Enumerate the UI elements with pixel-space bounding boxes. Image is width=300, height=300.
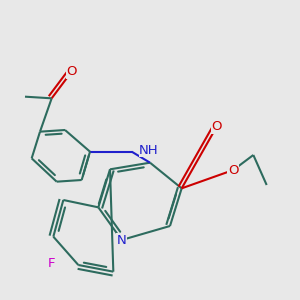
Text: O: O: [228, 164, 238, 176]
Text: F: F: [48, 257, 56, 270]
Text: N: N: [117, 233, 127, 247]
Text: NH: NH: [139, 144, 159, 157]
Text: O: O: [66, 65, 77, 78]
Text: O: O: [212, 120, 222, 133]
